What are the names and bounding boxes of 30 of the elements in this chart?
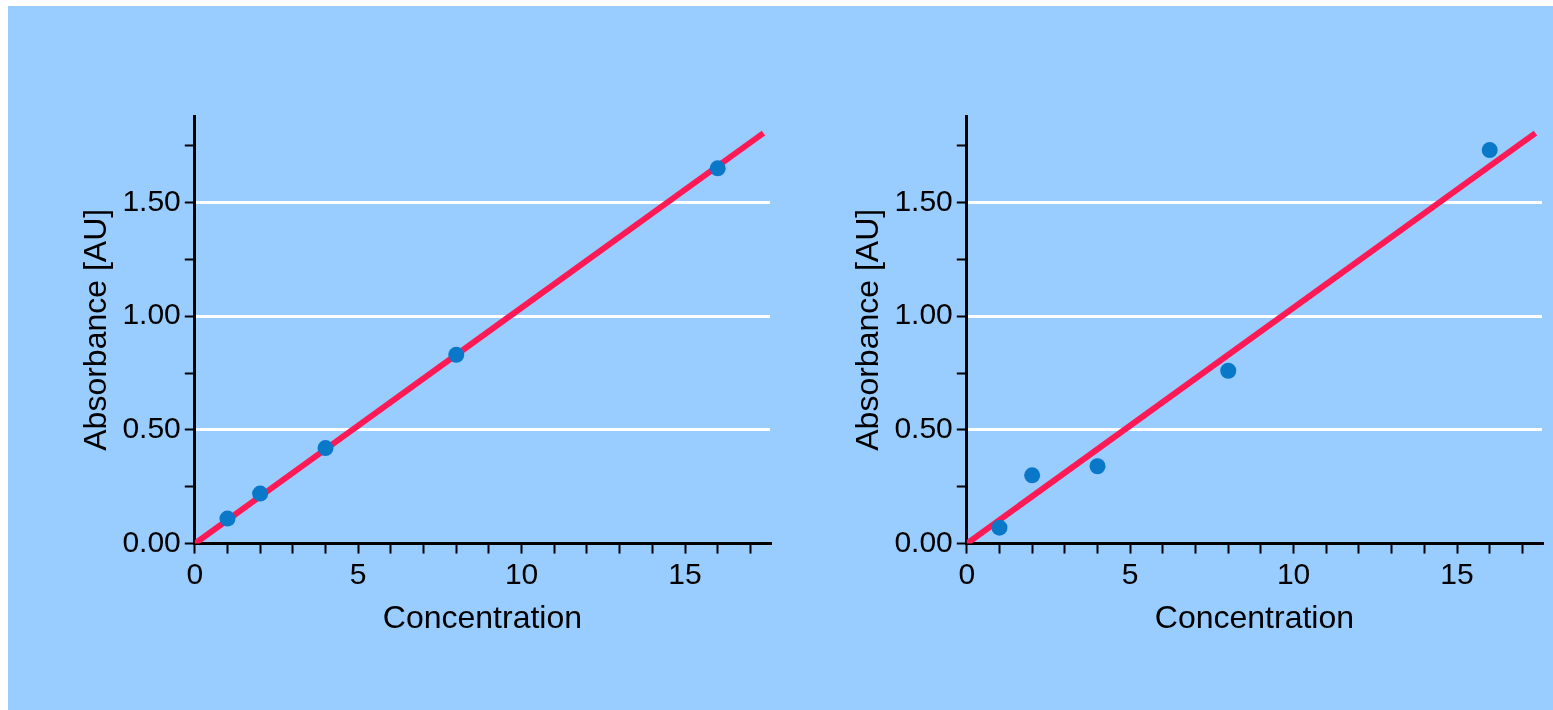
x-tick-label: 5 [349,556,367,590]
point [1089,458,1106,475]
point [252,485,269,502]
y-tick-label: 1.00 [894,297,953,331]
y-axis-title: Absorbance [AU] [77,208,114,451]
y-tick-label: 1.50 [122,183,181,217]
x-tick-label: 15 [668,556,702,590]
point [991,519,1008,536]
x-tick-label: 10 [504,556,539,590]
y-tick-label: 0.50 [122,411,181,445]
point [1024,467,1041,484]
y-tick-label: 0.00 [122,524,181,558]
y-tick-label: 0.50 [894,411,953,445]
point [1220,362,1237,379]
x-tick-label: 5 [1121,556,1139,590]
point [1481,142,1498,159]
y-tick-label: 1.50 [894,183,953,217]
y-axis-title: Absorbance [AU] [849,208,886,451]
y-tick-label: 1.00 [122,297,181,331]
point [317,440,334,457]
x-tick-label: 10 [1276,556,1311,590]
x-tick-label: 15 [1440,556,1474,590]
point [709,160,726,177]
point [448,346,465,363]
y-tick-label: 0.00 [894,524,953,558]
x-tick-label: 0 [186,556,204,590]
x-axis-title: Concentration [382,598,583,635]
x-axis-title: Concentration [1154,598,1355,635]
x-tick-label: 0 [958,556,976,590]
point [219,510,236,527]
